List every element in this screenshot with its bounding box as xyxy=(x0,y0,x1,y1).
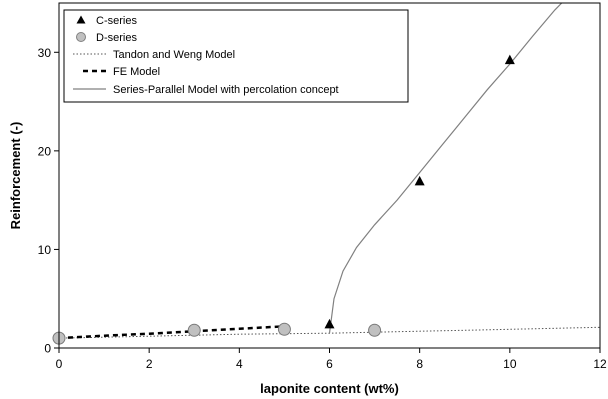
x-tick-label: 0 xyxy=(56,357,63,371)
plot-markers xyxy=(52,54,515,345)
y-tick-label: 30 xyxy=(38,46,52,60)
c-series-point xyxy=(324,318,335,329)
legend-label: Tandon and Weng Model xyxy=(113,49,235,61)
y-axis-label: Reinforcement (-) xyxy=(8,122,23,230)
x-tick-label: 8 xyxy=(416,357,423,371)
d-series-point xyxy=(368,323,382,337)
legend-triangle-marker xyxy=(76,15,86,24)
d-series-point xyxy=(187,323,201,337)
x-axis-label: laponite content (wt%) xyxy=(260,381,399,396)
c-series-point xyxy=(504,54,515,65)
legend-label: Series-Parallel Model with percolation c… xyxy=(113,84,339,96)
y-tick-label: 0 xyxy=(44,342,51,356)
x-axis: 0 2 4 6 8 10 12 xyxy=(56,348,607,371)
legend-item-d-series: D-series xyxy=(76,32,137,44)
legend-label: C-series xyxy=(96,15,137,27)
fe-model-line xyxy=(58,325,285,340)
legend-label: FE Model xyxy=(113,66,160,78)
legend-item-series-parallel: Series-Parallel Model with percolation c… xyxy=(73,84,339,96)
legend-item-c-series: C-series xyxy=(76,15,137,27)
legend-item-fe-model: FE Model xyxy=(83,66,160,78)
legend: C-series D-series Tandon and Weng Model … xyxy=(63,9,409,103)
y-tick-label: 20 xyxy=(38,144,52,158)
y-axis: 0 10 20 30 xyxy=(38,46,59,356)
x-tick-label: 2 xyxy=(146,357,153,371)
series-parallel-model-line xyxy=(328,2,563,334)
legend-label: D-series xyxy=(96,32,137,44)
plot-lines xyxy=(58,2,601,340)
x-tick-label: 6 xyxy=(326,357,333,371)
x-tick-label: 4 xyxy=(236,357,243,371)
d-series-point xyxy=(277,322,291,336)
x-tick-label: 12 xyxy=(593,357,607,371)
legend-box xyxy=(63,9,409,103)
c-series-point xyxy=(414,175,425,186)
y-tick-label: 10 xyxy=(38,243,52,257)
legend-circle-marker xyxy=(76,32,86,42)
x-tick-label: 10 xyxy=(503,357,517,371)
legend-item-tandon-weng: Tandon and Weng Model xyxy=(73,49,235,61)
